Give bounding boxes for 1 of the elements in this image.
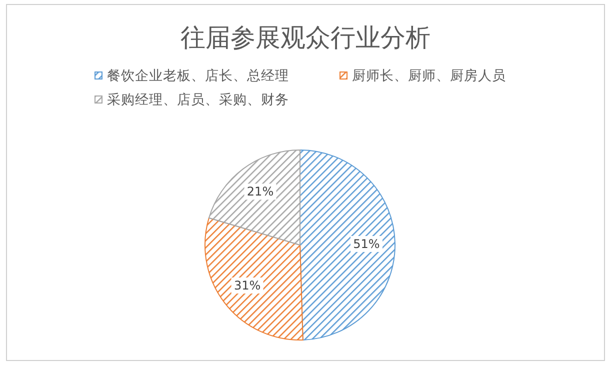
title: 往届参展观众行业分析 [180, 23, 430, 52]
